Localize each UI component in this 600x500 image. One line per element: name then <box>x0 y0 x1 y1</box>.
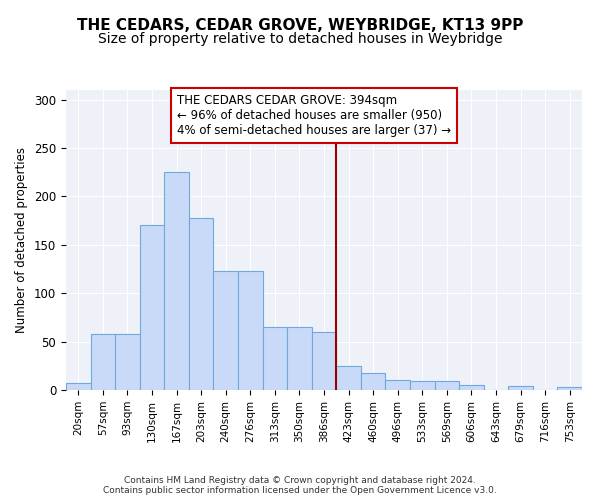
Bar <box>66 383 91 390</box>
Bar <box>214 271 238 390</box>
Bar <box>140 226 164 390</box>
Bar <box>115 334 140 390</box>
Bar <box>164 172 189 390</box>
Text: Size of property relative to detached houses in Weybridge: Size of property relative to detached ho… <box>98 32 502 46</box>
Bar <box>459 385 484 390</box>
Bar <box>434 382 459 390</box>
Bar <box>312 332 336 390</box>
Bar <box>361 372 385 390</box>
Y-axis label: Number of detached properties: Number of detached properties <box>16 147 28 333</box>
Text: THE CEDARS, CEDAR GROVE, WEYBRIDGE, KT13 9PP: THE CEDARS, CEDAR GROVE, WEYBRIDGE, KT13… <box>77 18 523 32</box>
Bar <box>287 327 312 390</box>
Bar <box>189 218 214 390</box>
Bar <box>410 382 434 390</box>
Text: Contains HM Land Registry data © Crown copyright and database right 2024.
Contai: Contains HM Land Registry data © Crown c… <box>103 476 497 495</box>
Text: THE CEDARS CEDAR GROVE: 394sqm
← 96% of detached houses are smaller (950)
4% of : THE CEDARS CEDAR GROVE: 394sqm ← 96% of … <box>176 94 451 137</box>
Bar <box>385 380 410 390</box>
Bar <box>557 387 582 390</box>
Bar <box>336 366 361 390</box>
Bar <box>91 334 115 390</box>
Bar <box>263 327 287 390</box>
Bar <box>238 271 263 390</box>
Bar <box>508 386 533 390</box>
